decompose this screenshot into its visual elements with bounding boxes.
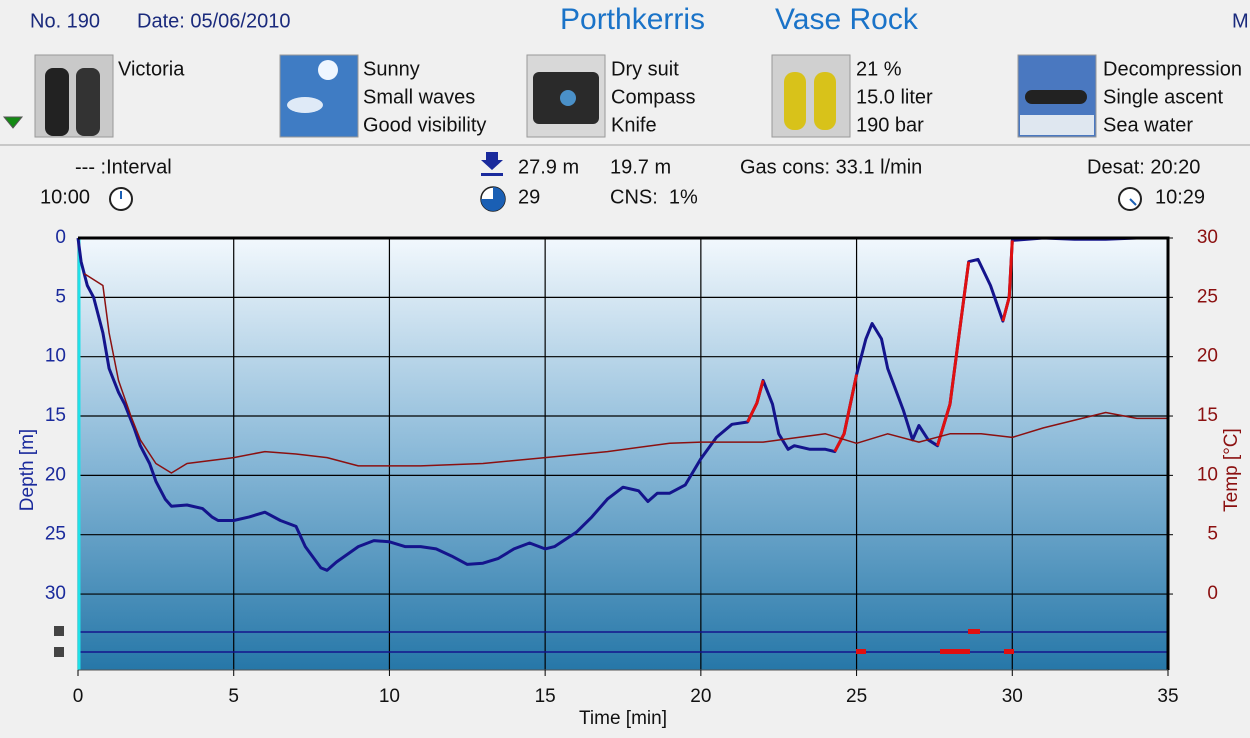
data-line <box>76 236 1168 572</box>
y2-tick-label: 5 <box>1207 524 1218 545</box>
event-marker <box>968 629 980 634</box>
x-tick-label: 20 <box>690 686 711 707</box>
tank <box>784 72 806 130</box>
dropdown-button[interactable] <box>2 116 24 129</box>
panel-text: Sunny <box>363 58 420 80</box>
diver-figure <box>45 68 69 136</box>
panel-text: 190 bar <box>856 114 924 136</box>
cloud <box>287 97 323 113</box>
desaturation: Desat: 20:20 <box>1087 156 1200 178</box>
x-tick-label: 5 <box>228 686 239 707</box>
ascent-event-icon <box>54 626 64 636</box>
interval: --- :Interval <box>75 156 172 178</box>
deco-event-icon <box>54 647 64 657</box>
panel-text: Small waves <box>363 86 475 108</box>
data-line <box>83 272 1168 474</box>
y2-tick-label: 25 <box>1197 286 1218 307</box>
panel-text: 15.0 liter <box>856 86 933 108</box>
y-tick-label: 25 <box>45 524 66 545</box>
panel-text: Dry suit <box>611 58 679 80</box>
event-marker <box>940 649 970 654</box>
surface-time: 10:00 <box>40 186 90 208</box>
x-tick-label: 10 <box>379 686 400 707</box>
x-axis-label: Time [min] <box>579 708 667 729</box>
gas-icon[interactable] <box>771 54 851 138</box>
clock-hand <box>1129 198 1137 206</box>
x-tick-label: 0 <box>73 686 84 707</box>
plot-area <box>78 238 1168 670</box>
end-time: 10:29 <box>1155 186 1205 208</box>
panel-text: Sea water <box>1103 114 1193 136</box>
y-tick-label: 0 <box>55 227 66 248</box>
y-tick-label: 10 <box>45 346 66 367</box>
dive-date: Date: 05/06/2010 <box>137 10 290 32</box>
water <box>1020 115 1094 135</box>
data-line <box>746 240 1014 453</box>
max-depth: 27.9 m <box>518 156 579 178</box>
y2-axis-label: Temp [°C] <box>1221 428 1242 512</box>
tank <box>814 72 836 130</box>
event-marker <box>856 649 866 654</box>
y2-tick-label: 0 <box>1207 583 1218 604</box>
y2-tick-label: 10 <box>1197 464 1218 485</box>
sun <box>318 60 338 80</box>
y-tick-label: 5 <box>55 286 66 307</box>
diver-figure <box>76 68 100 136</box>
event-marker <box>1004 649 1014 654</box>
y2-tick-label: 30 <box>1197 227 1218 248</box>
diver <box>1025 90 1087 104</box>
y-axis-label: Depth [m] <box>17 429 38 511</box>
duration-icon-fill <box>481 187 505 211</box>
panel-text: Compass <box>611 86 695 108</box>
header-extra: M <box>1232 10 1249 32</box>
dive-number: No. 190 <box>30 10 100 32</box>
gas-consumption: Gas cons: 33.1 l/min <box>740 156 922 178</box>
panel-text: Decompression <box>1103 58 1242 80</box>
duration: 29 <box>518 186 540 208</box>
panel-text: Knife <box>611 114 657 136</box>
panel-text: Victoria <box>118 58 185 80</box>
y-tick-label: 30 <box>45 583 66 604</box>
dive-site: Porthkerris <box>560 3 705 36</box>
x-tick-label: 15 <box>535 686 556 707</box>
compass <box>560 90 576 106</box>
dive-location: Vase Rock <box>775 3 919 36</box>
panel-text: Good visibility <box>363 114 486 136</box>
y2-tick-label: 20 <box>1197 346 1218 367</box>
y-tick-label: 20 <box>45 464 66 485</box>
x-tick-label: 25 <box>846 686 867 707</box>
x-tick-label: 30 <box>1002 686 1023 707</box>
y2-tick-label: 15 <box>1197 405 1218 426</box>
max-depth-icon-base <box>481 173 503 176</box>
y-tick-label: 15 <box>45 405 66 426</box>
avg-depth: 19.7 m <box>610 156 671 178</box>
cns: CNS: 1% <box>610 186 698 208</box>
max-depth-icon <box>481 152 503 170</box>
x-tick-label: 35 <box>1157 686 1178 707</box>
panel-text: Single ascent <box>1103 86 1224 108</box>
panel-text: 21 % <box>856 58 902 80</box>
